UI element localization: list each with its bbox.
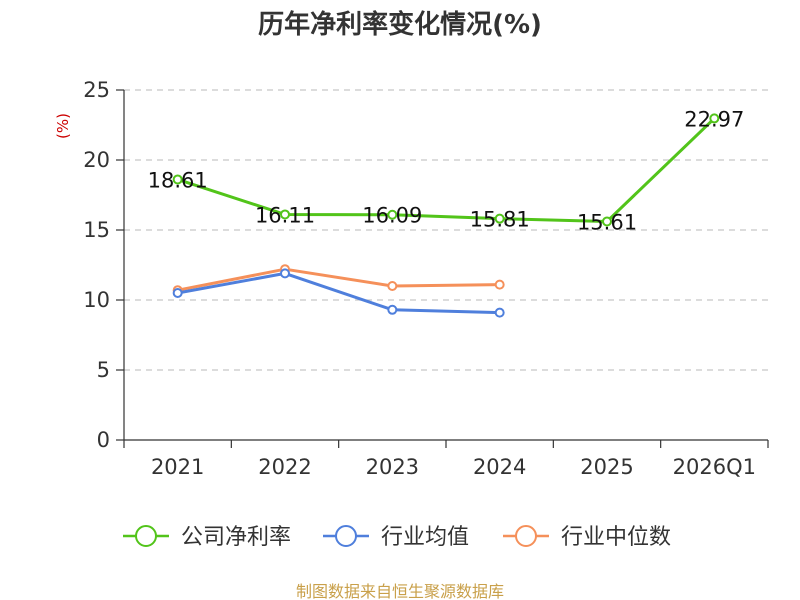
legend: 公司净利率 行业均值 行业中位数: [123, 525, 671, 550]
data-point: [709, 113, 720, 124]
legend-label-0: 公司净利率: [181, 525, 291, 550]
data-label: 16.11: [255, 203, 315, 227]
chart-title: 历年净利率变化情况(%): [258, 9, 542, 40]
data-label: 15.61: [577, 210, 637, 234]
data-point: [172, 288, 183, 298]
axes: [116, 89, 769, 448]
data-point: [387, 304, 398, 315]
data-point: [494, 307, 505, 318]
series-line-2: [177, 267, 500, 292]
legend-label-1: 行业均值: [381, 525, 469, 550]
data-point: [494, 279, 505, 290]
data-point: [602, 216, 612, 227]
data-point: [280, 209, 290, 220]
data-point: [387, 281, 398, 291]
y-tick-label: 10: [83, 288, 110, 312]
x-tick-label: 2025: [580, 455, 633, 479]
data-label: 15.81: [470, 208, 530, 232]
x-tick-label: 2024: [473, 455, 526, 479]
data-point: [387, 209, 398, 220]
data-labels: 18.61 16.11 16.09 15.81 15.61 22.97: [148, 107, 745, 234]
x-tick-label: 2021: [151, 455, 204, 479]
y-tick-label: 20: [83, 148, 110, 172]
series-line-0: [177, 117, 716, 223]
y-tick-label: 5: [97, 358, 110, 382]
data-label: 18.61: [148, 168, 208, 192]
data-point: [494, 213, 505, 224]
data-point: [280, 268, 290, 279]
series-group: [172, 113, 720, 318]
x-tick-label: 2026Q1: [673, 455, 756, 479]
y-axis-label: (%): [54, 113, 72, 139]
y-tick-label: 25: [83, 78, 110, 102]
series-line-1: [177, 271, 500, 315]
y-tick-label: 0: [97, 428, 110, 452]
x-tick-label: 2023: [366, 455, 419, 479]
legend-marker-1: [335, 525, 357, 547]
legend-marker-2: [515, 525, 537, 547]
y-tick-label: 15: [83, 218, 110, 242]
data-label: 16.09: [362, 204, 422, 228]
source-note: 制图数据来自恒生聚源数据库: [296, 582, 504, 600]
data-point: [172, 174, 183, 185]
legend-marker-0: [135, 525, 157, 547]
grid-lines: [124, 89, 768, 371]
data-label: 22.97: [684, 107, 744, 131]
x-tick-label: 2022: [258, 455, 311, 479]
legend-label-2: 行业中位数: [561, 525, 671, 550]
